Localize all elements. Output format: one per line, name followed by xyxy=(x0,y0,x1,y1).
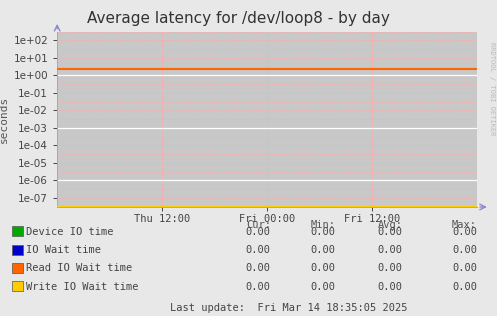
Text: 0.00: 0.00 xyxy=(311,227,335,237)
Text: 0.00: 0.00 xyxy=(378,227,403,237)
Text: RRDTOOL / TOBI OETIKER: RRDTOOL / TOBI OETIKER xyxy=(489,42,495,135)
Text: 0.00: 0.00 xyxy=(452,282,477,292)
Text: Write IO Wait time: Write IO Wait time xyxy=(26,282,139,292)
Y-axis label: seconds: seconds xyxy=(0,96,9,143)
Text: 0.00: 0.00 xyxy=(246,227,271,237)
Text: 0.00: 0.00 xyxy=(378,263,403,273)
Text: Average latency for /dev/loop8 - by day: Average latency for /dev/loop8 - by day xyxy=(87,11,390,26)
Text: Last update:  Fri Mar 14 18:35:05 2025: Last update: Fri Mar 14 18:35:05 2025 xyxy=(169,303,407,313)
Text: 0.00: 0.00 xyxy=(311,263,335,273)
Text: Max:: Max: xyxy=(452,220,477,230)
Text: 0.00: 0.00 xyxy=(452,245,477,255)
Text: IO Wait time: IO Wait time xyxy=(26,245,101,255)
Text: 0.00: 0.00 xyxy=(452,227,477,237)
Text: Avg:: Avg: xyxy=(378,220,403,230)
Text: 0.00: 0.00 xyxy=(452,263,477,273)
Text: 0.00: 0.00 xyxy=(246,245,271,255)
Text: Device IO time: Device IO time xyxy=(26,227,114,237)
Text: 0.00: 0.00 xyxy=(311,282,335,292)
Text: 0.00: 0.00 xyxy=(378,282,403,292)
Text: 0.00: 0.00 xyxy=(246,263,271,273)
Text: 0.00: 0.00 xyxy=(311,245,335,255)
Text: 0.00: 0.00 xyxy=(378,245,403,255)
Text: Read IO Wait time: Read IO Wait time xyxy=(26,263,133,273)
Text: 0.00: 0.00 xyxy=(246,282,271,292)
Text: Min:: Min: xyxy=(311,220,335,230)
Text: Cur:: Cur: xyxy=(246,220,271,230)
